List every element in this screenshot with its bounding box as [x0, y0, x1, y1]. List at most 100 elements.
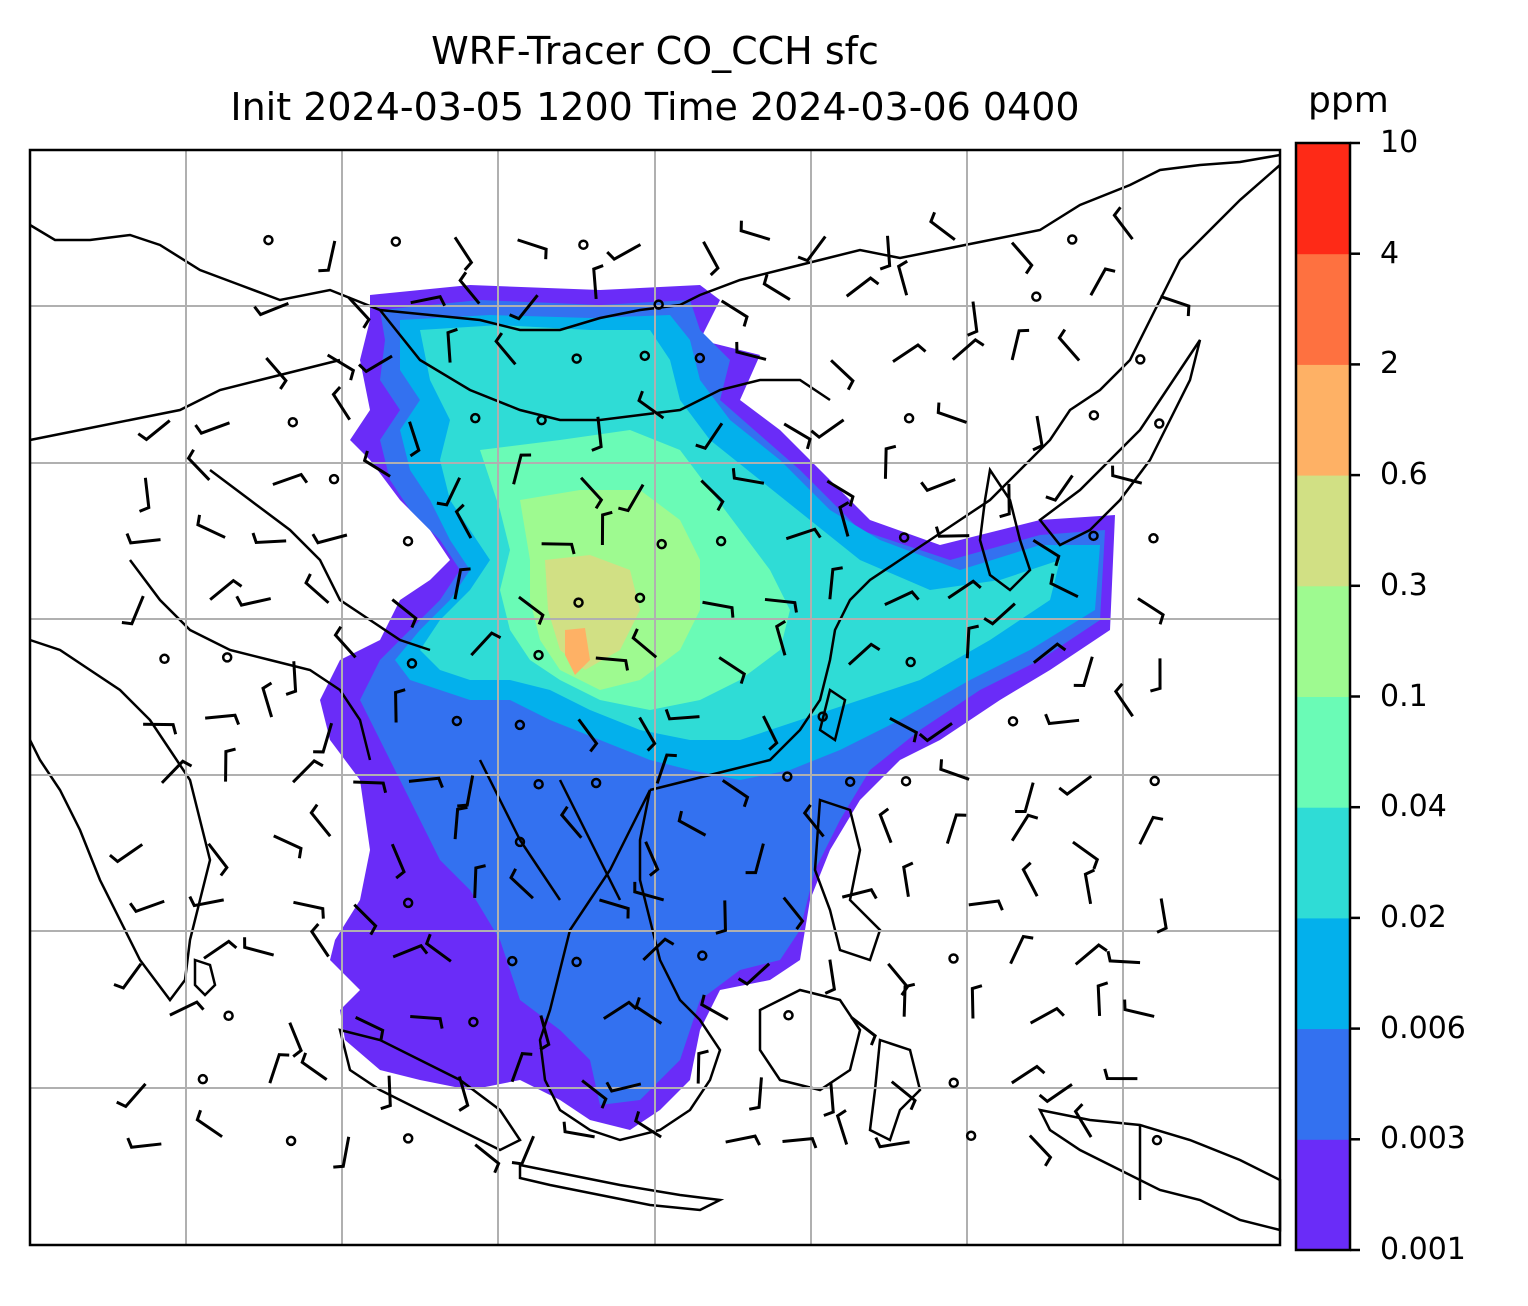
- wind-barb: [883, 444, 897, 479]
- wind-barb: [559, 805, 583, 839]
- coastline-taiwan: [818, 687, 847, 743]
- wind-barb: [735, 341, 767, 361]
- wind-barb: [169, 1000, 205, 1017]
- calm-wind-circle: [571, 956, 582, 968]
- colorbar-tick-label: 0.02: [1380, 899, 1447, 935]
- wind-barb: [509, 868, 534, 900]
- wind-barb: [113, 962, 143, 990]
- chart-title-line2: Init 2024-03-05 1200 Time 2024-03-06 040…: [230, 85, 1080, 129]
- wind-barb: [272, 472, 309, 486]
- wind-barb: [512, 453, 532, 485]
- colorbar-tick-label: 0.04: [1380, 789, 1447, 825]
- wind-barb: [203, 939, 238, 960]
- wind-barb: [390, 843, 406, 880]
- wind-barb: [617, 483, 645, 513]
- calm-wind-circle: [1151, 1134, 1163, 1146]
- wind-barb: [253, 301, 289, 317]
- wind-barb: [1010, 241, 1034, 275]
- wind-barb: [579, 476, 604, 510]
- wind-barb: [1103, 1068, 1138, 1081]
- wind-barb: [309, 922, 330, 958]
- wind-barb: [562, 1121, 595, 1139]
- wind-barb: [664, 708, 700, 721]
- wind-barb: [539, 1015, 551, 1051]
- wind-barb: [408, 421, 421, 458]
- wind-barb: [838, 501, 850, 537]
- wind-barb: [1011, 1064, 1046, 1085]
- wind-barb: [268, 1053, 290, 1084]
- wind-barb: [782, 1137, 818, 1149]
- wind-barb: [1010, 813, 1039, 842]
- calm-wind-circle: [639, 350, 651, 362]
- wind-barb: [288, 1022, 303, 1058]
- calm-wind-circle: [844, 776, 856, 787]
- colorbar-segment: [1296, 1139, 1350, 1251]
- wind-barb: [1032, 642, 1067, 664]
- wind-barb: [362, 450, 391, 478]
- wind-barb: [700, 479, 725, 512]
- wind-barb: [457, 775, 475, 808]
- tracer-band-0.6: [565, 628, 590, 675]
- calm-wind-circle: [590, 777, 602, 789]
- wind-barb: [595, 656, 629, 671]
- calm-wind-circle: [221, 652, 233, 663]
- colorbar-tick-label: 0.1: [1380, 678, 1428, 714]
- colorbar-segment: [1296, 585, 1350, 697]
- wind-barb: [1089, 267, 1116, 296]
- wind-barb: [731, 468, 765, 485]
- wind-barb: [720, 299, 749, 327]
- wind-barb: [300, 1052, 328, 1081]
- wind-barb: [631, 628, 658, 659]
- wind-barb: [802, 804, 825, 838]
- tracer-concentration-field: [320, 285, 1115, 1130]
- wind-barb: [194, 421, 231, 435]
- wind-barb: [879, 235, 892, 271]
- wind-barb: [509, 294, 539, 321]
- wind-barb: [517, 238, 548, 260]
- wind-barb: [331, 385, 351, 421]
- wind-barb: [353, 780, 388, 794]
- calm-wind-circle: [948, 1077, 959, 1089]
- wind-barb: [138, 477, 151, 513]
- wind-barb: [700, 994, 729, 1021]
- wind-barb: [797, 235, 827, 263]
- calm-wind-circle: [948, 953, 959, 964]
- wind-barb: [936, 402, 968, 424]
- border-pakistan-india: [129, 559, 372, 761]
- coastline-china-east: [649, 164, 1281, 792]
- coastline-borneo: [758, 988, 862, 1092]
- wind-barb: [748, 1077, 763, 1111]
- wind-barb: [874, 1137, 910, 1149]
- calm-wind-circle: [197, 1073, 209, 1085]
- calm-wind-circle: [697, 950, 708, 961]
- wind-barb: [251, 532, 287, 545]
- wind-barb: [1009, 934, 1034, 965]
- calm-wind-circle: [903, 413, 915, 424]
- calm-wind-circle: [715, 535, 727, 547]
- wind-barb: [934, 526, 970, 538]
- calm-wind-circle: [263, 234, 274, 246]
- wind-barbs: [108, 206, 1191, 1174]
- colorbar-tick-label: 10: [1380, 125, 1419, 160]
- colorbar-tick-label: 0.003: [1380, 1121, 1466, 1157]
- wind-barb: [510, 1051, 533, 1083]
- wind-barb: [968, 899, 1004, 911]
- wind-barb: [380, 1075, 392, 1111]
- calm-wind-circle: [470, 412, 481, 424]
- wind-barb: [518, 595, 545, 625]
- wind-barb: [285, 661, 298, 696]
- coastline-philippines: [813, 798, 882, 962]
- wind-barb: [410, 1015, 444, 1029]
- colorbar: [1294, 141, 1360, 1252]
- calm-wind-circle: [1135, 354, 1146, 365]
- wind-barb: [591, 416, 603, 452]
- colorbar-segment: [1296, 364, 1350, 476]
- calm-wind-circle: [1148, 533, 1159, 544]
- wind-barb: [764, 597, 798, 613]
- wind-barb: [581, 1079, 608, 1109]
- calm-wind-circle: [402, 535, 414, 547]
- wind-barb: [1123, 999, 1155, 1018]
- calm-wind-circle: [694, 352, 706, 364]
- calm-wind-circle: [817, 711, 828, 722]
